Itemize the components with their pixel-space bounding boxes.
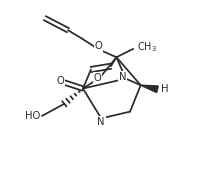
- Text: O: O: [57, 76, 64, 86]
- Text: O: O: [94, 41, 102, 51]
- Text: CH$_3$: CH$_3$: [136, 40, 156, 54]
- Text: O: O: [93, 73, 101, 83]
- Polygon shape: [140, 85, 157, 93]
- Text: N: N: [118, 72, 125, 82]
- Text: H: H: [160, 84, 167, 94]
- Text: HO: HO: [25, 111, 40, 121]
- Text: N: N: [97, 117, 104, 127]
